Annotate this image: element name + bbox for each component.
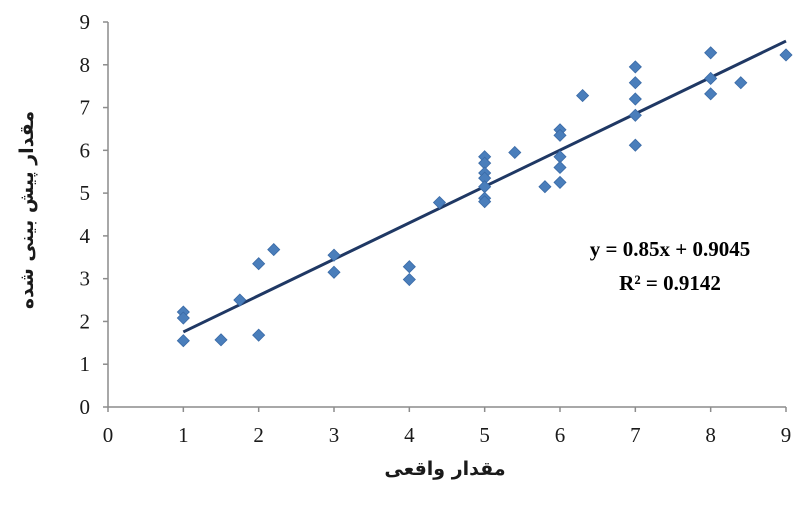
- x-axis-title: مقدار واقعی: [384, 458, 505, 480]
- x-tick-label: 5: [479, 423, 490, 447]
- y-tick-label: 1: [80, 352, 91, 376]
- x-tick-label: 0: [103, 423, 114, 447]
- data-point: [327, 248, 341, 262]
- data-point: [628, 138, 642, 152]
- x-tick-labels: 0 1 2 3 4 5 6 7 8 9: [103, 423, 792, 447]
- data-point: [478, 180, 492, 194]
- y-tick-label: 2: [80, 309, 91, 333]
- data-point: [576, 89, 590, 103]
- x-tick-label: 9: [781, 423, 792, 447]
- axes: [107, 22, 786, 408]
- data-point: [176, 334, 190, 348]
- data-point: [252, 328, 266, 342]
- data-point: [402, 260, 416, 274]
- x-tick-label: 2: [253, 423, 264, 447]
- data-point: [553, 160, 567, 175]
- data-point: [478, 195, 492, 209]
- data-point: [327, 265, 341, 279]
- data-point: [734, 76, 748, 90]
- x-tick-label: 1: [178, 423, 189, 447]
- data-point: [553, 128, 567, 142]
- data-point: [402, 272, 416, 287]
- y-tick-labels: 0 1 2 3 4 5 6 7 8 9: [80, 10, 91, 419]
- data-point: [176, 311, 190, 325]
- data-point: [233, 293, 247, 307]
- y-tick-label: 3: [80, 267, 91, 291]
- r-squared-label: R² = 0.9142: [619, 271, 721, 295]
- data-point: [252, 257, 266, 271]
- data-point: [704, 71, 718, 86]
- y-tick-label: 5: [80, 181, 91, 205]
- data-point: [432, 195, 447, 210]
- y-tick-label: 7: [80, 96, 91, 120]
- data-point: [628, 92, 642, 106]
- data-point: [704, 46, 718, 60]
- data-point: [704, 87, 718, 101]
- data-point: [553, 175, 567, 189]
- data-point: [267, 243, 281, 257]
- regression-equation: y = 0.85x + 0.9045: [590, 237, 750, 261]
- x-tick-label: 6: [555, 423, 566, 447]
- y-tick-label: 0: [80, 395, 91, 419]
- x-tick-label: 7: [630, 423, 641, 447]
- y-axis-title: مقدار پیش بینی شده: [16, 111, 38, 309]
- data-points: [176, 46, 793, 348]
- x-tick-label: 8: [705, 423, 716, 447]
- data-point: [508, 145, 522, 160]
- data-point: [538, 180, 552, 194]
- data-point: [779, 48, 793, 62]
- x-tick-label: 3: [329, 423, 340, 447]
- x-tick-label: 4: [404, 423, 415, 447]
- y-tick-label: 6: [80, 138, 91, 162]
- y-tick-label: 8: [80, 53, 91, 77]
- y-tick-label: 4: [80, 224, 91, 248]
- y-tick-label: 9: [80, 10, 91, 34]
- data-point: [214, 333, 228, 347]
- axis-tick-marks: [103, 21, 787, 412]
- data-point: [628, 60, 642, 74]
- data-point: [628, 76, 642, 90]
- data-point: [628, 108, 642, 122]
